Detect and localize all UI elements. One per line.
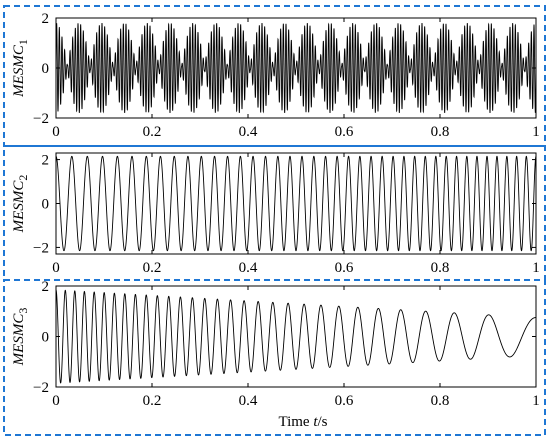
y-tick-label: −2 — [33, 111, 49, 127]
y-axis-label: MESMC3 — [11, 308, 30, 367]
y-tick-label: 2 — [42, 11, 50, 27]
axes-box — [55, 285, 537, 388]
panel-frames — [3, 5, 546, 436]
x-tick-label: 0.8 — [431, 393, 450, 409]
x-tick-label: 0 — [52, 393, 60, 409]
y-tick-label: −2 — [33, 380, 49, 396]
x-tick-label: 0.2 — [143, 393, 162, 409]
x-tick-label: 0.8 — [431, 260, 450, 276]
series-line — [56, 289, 536, 384]
x-tick-label: 0.6 — [335, 260, 354, 276]
x-tick-label: 0 — [52, 260, 60, 276]
x-axis-label: Time t/s — [278, 414, 327, 430]
x-tick-label: 0.6 — [335, 124, 354, 140]
dashed-frame-3 — [3, 279, 546, 436]
x-tick-label: 0.4 — [239, 260, 258, 276]
y-axis-label: MESMC1 — [11, 39, 30, 98]
x-tick-label: 0.2 — [143, 124, 162, 140]
y-tick-label: 2 — [42, 153, 50, 169]
x-tick-label: 1 — [532, 124, 540, 140]
x-tick-label: 0.4 — [239, 393, 258, 409]
y-tick-label: 2 — [42, 279, 50, 295]
x-tick-label: 0.8 — [431, 124, 450, 140]
x-tick-label: 0 — [52, 124, 60, 140]
y-tick-label: 0 — [42, 330, 50, 346]
series-line — [56, 22, 536, 114]
y-tick-label: 0 — [42, 197, 50, 213]
y-tick-label: 0 — [42, 61, 50, 77]
x-tick-label: 0.2 — [143, 260, 162, 276]
x-tick-label: 0.4 — [239, 124, 258, 140]
y-axis-label: MESMC2 — [11, 175, 30, 234]
x-tick-label: 1 — [532, 393, 540, 409]
x-tick-label: 1 — [532, 260, 540, 276]
y-tick-label: −2 — [33, 240, 49, 256]
x-tick-label: 0.6 — [335, 393, 354, 409]
series-line — [56, 155, 536, 252]
